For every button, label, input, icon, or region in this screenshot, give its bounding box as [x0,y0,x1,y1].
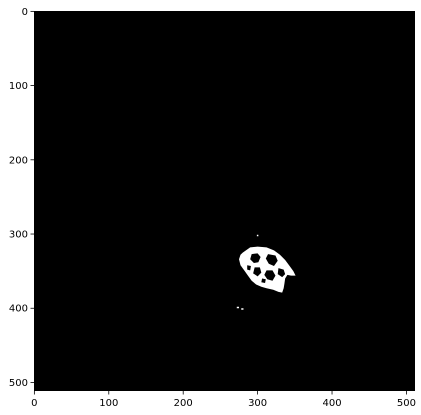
y-tick-label: 200 [9,155,28,166]
x-axis: 0 100 200 300 400 500 [31,391,416,409]
y-axis: 0 100 200 300 400 500 [9,7,34,389]
y-tick-label: 0 [22,7,28,18]
mask-blob [239,246,296,293]
axes-frame [34,11,415,391]
mask-speck [236,306,240,309]
y-tick-label: 300 [9,230,28,241]
mask-speck [256,234,259,237]
image-content [236,234,296,310]
image-background [34,11,415,391]
mask-speck [241,308,244,310]
x-tick-label: 300 [248,398,267,409]
y-tick-label: 400 [9,304,28,315]
x-tick-label: 0 [31,398,37,409]
x-tick-label: 200 [174,398,193,409]
x-tick-label: 100 [99,398,118,409]
y-tick-label: 100 [9,81,28,92]
x-tick-label: 400 [322,398,341,409]
y-tick-label: 500 [9,378,28,389]
x-tick-label: 500 [397,398,416,409]
